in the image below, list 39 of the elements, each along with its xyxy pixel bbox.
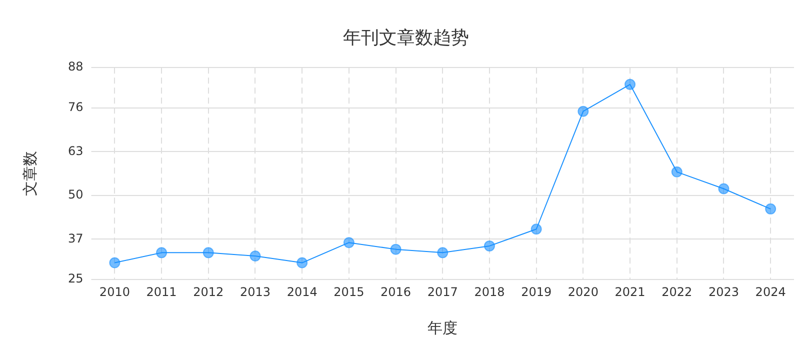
y-tick-label: 88 bbox=[68, 60, 84, 74]
x-tick-label: 2022 bbox=[662, 284, 692, 299]
point bbox=[296, 257, 308, 268]
x-tick-label: 2012 bbox=[193, 284, 224, 299]
y-axis-title: 文章数 bbox=[20, 151, 39, 196]
x-tick-label: 2011 bbox=[146, 284, 177, 299]
point bbox=[109, 257, 120, 268]
point bbox=[437, 247, 448, 258]
y-tick-label: 25 bbox=[68, 272, 84, 286]
point bbox=[765, 203, 776, 214]
x-tick-label: 2023 bbox=[708, 284, 739, 299]
point bbox=[343, 237, 354, 248]
x-tick-label: 2010 bbox=[99, 284, 130, 299]
y-tick-label: 76 bbox=[68, 100, 84, 114]
point bbox=[578, 106, 589, 117]
point bbox=[530, 224, 542, 235]
x-tick-label: 2016 bbox=[380, 284, 412, 299]
y-tick-label: 37 bbox=[68, 231, 84, 246]
point bbox=[484, 240, 495, 252]
y-tick-label: 63 bbox=[68, 144, 84, 158]
point bbox=[390, 244, 402, 255]
x-axis-title: 年度 bbox=[428, 318, 458, 337]
x-tick-label: 2014 bbox=[286, 284, 318, 299]
x-tick-label: 2015 bbox=[334, 284, 364, 299]
point bbox=[202, 247, 214, 258]
point bbox=[718, 183, 730, 194]
point bbox=[156, 247, 168, 258]
y-tick-label: 50 bbox=[68, 188, 84, 202]
x-tick-label: 2017 bbox=[427, 284, 458, 299]
x-tick-label: 2019 bbox=[521, 284, 552, 299]
x-tick-label: 2020 bbox=[568, 284, 598, 299]
x-tick-label: 2024 bbox=[755, 284, 786, 299]
chart-title: 年刊文章数趋势 bbox=[343, 27, 469, 48]
x-tick-label: 2013 bbox=[240, 284, 271, 299]
point bbox=[671, 166, 682, 178]
point bbox=[624, 78, 636, 90]
x-tick-label: 2021 bbox=[614, 284, 646, 299]
x-tick-label: 2018 bbox=[474, 284, 505, 299]
point bbox=[250, 250, 261, 262]
